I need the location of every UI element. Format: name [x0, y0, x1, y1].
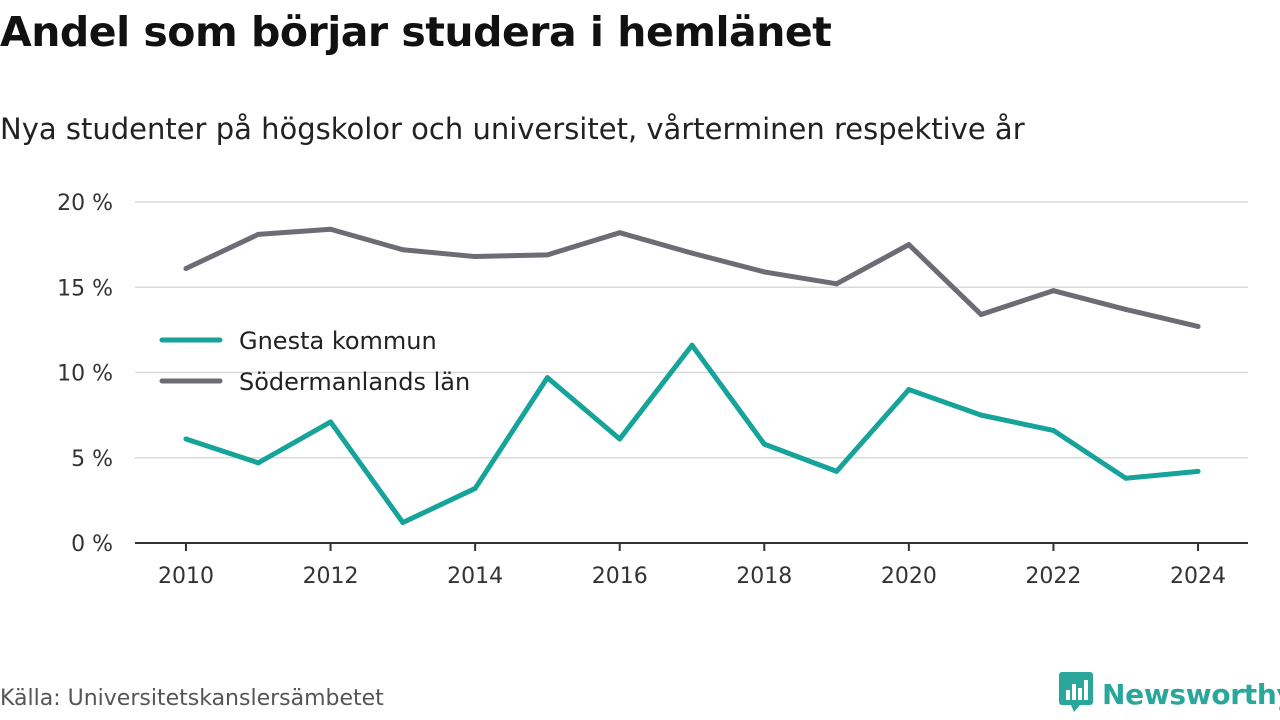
- data-point: [400, 520, 406, 526]
- y-tick-label: 5 %: [71, 447, 113, 472]
- y-tick-label: 10 %: [57, 362, 113, 387]
- legend: Gnesta kommun Södermanlands län: [159, 327, 470, 396]
- data-point: [183, 265, 189, 271]
- data-point: [1123, 306, 1129, 312]
- series-line-1: [183, 226, 1201, 329]
- x-tick-label: 2018: [736, 564, 792, 589]
- data-point: [834, 468, 840, 474]
- x-tick-label: 2020: [881, 564, 937, 589]
- data-point: [906, 242, 912, 248]
- y-tick-label: 0 %: [71, 532, 113, 557]
- data-point: [1123, 475, 1129, 481]
- gridlines: [135, 201, 1248, 459]
- data-point: [617, 230, 623, 236]
- x-tick-label: 2010: [158, 564, 214, 589]
- x-tick-label: 2016: [592, 564, 648, 589]
- data-point: [400, 247, 406, 253]
- data-point: [544, 375, 550, 381]
- data-point: [255, 231, 261, 237]
- brand-name: Newsworthy: [1102, 677, 1280, 711]
- x-tick-label: 2024: [1170, 564, 1226, 589]
- chart-subtitle: Nya studenter på högskolor och universit…: [0, 112, 1025, 146]
- data-point: [1050, 427, 1056, 433]
- data-point: [761, 441, 767, 447]
- data-point: [1195, 323, 1201, 329]
- data-point: [472, 485, 478, 491]
- data-point: [617, 436, 623, 442]
- data-point: [689, 342, 695, 348]
- data-point: [255, 460, 261, 466]
- y-tick-label: 15 %: [57, 276, 113, 301]
- x-tick-label: 2012: [303, 564, 359, 589]
- data-point: [328, 226, 334, 232]
- data-point: [689, 250, 695, 256]
- data-point: [328, 419, 334, 425]
- x-tick-label: 2014: [447, 564, 503, 589]
- brand-logo: Newsworthy: [1058, 670, 1280, 718]
- x-axis: 2010 2012 2014 2016 2018 2020 2022 2024: [135, 542, 1248, 589]
- data-point: [1195, 468, 1201, 474]
- x-tick-label: 2022: [1025, 564, 1081, 589]
- data-point: [978, 412, 984, 418]
- data-point: [544, 252, 550, 258]
- series-lines: [183, 226, 1201, 526]
- source-note: Källa: Universitetskanslersämbetet: [0, 686, 384, 711]
- chart-title: Andel som börjar studera i hemlänet: [0, 8, 832, 56]
- data-point: [761, 269, 767, 275]
- y-tick-label: 20 %: [57, 191, 113, 216]
- data-point: [1050, 288, 1056, 294]
- data-point: [472, 254, 478, 260]
- newsworthy-icon: [1058, 670, 1094, 718]
- data-point: [183, 436, 189, 442]
- data-point: [834, 281, 840, 287]
- legend-label: Södermanlands län: [239, 368, 470, 396]
- y-axis-ticks: 0 % 5 % 10 % 15 % 20 %: [57, 191, 113, 557]
- data-point: [906, 387, 912, 393]
- data-point: [978, 312, 984, 318]
- legend-label: Gnesta kommun: [239, 327, 437, 355]
